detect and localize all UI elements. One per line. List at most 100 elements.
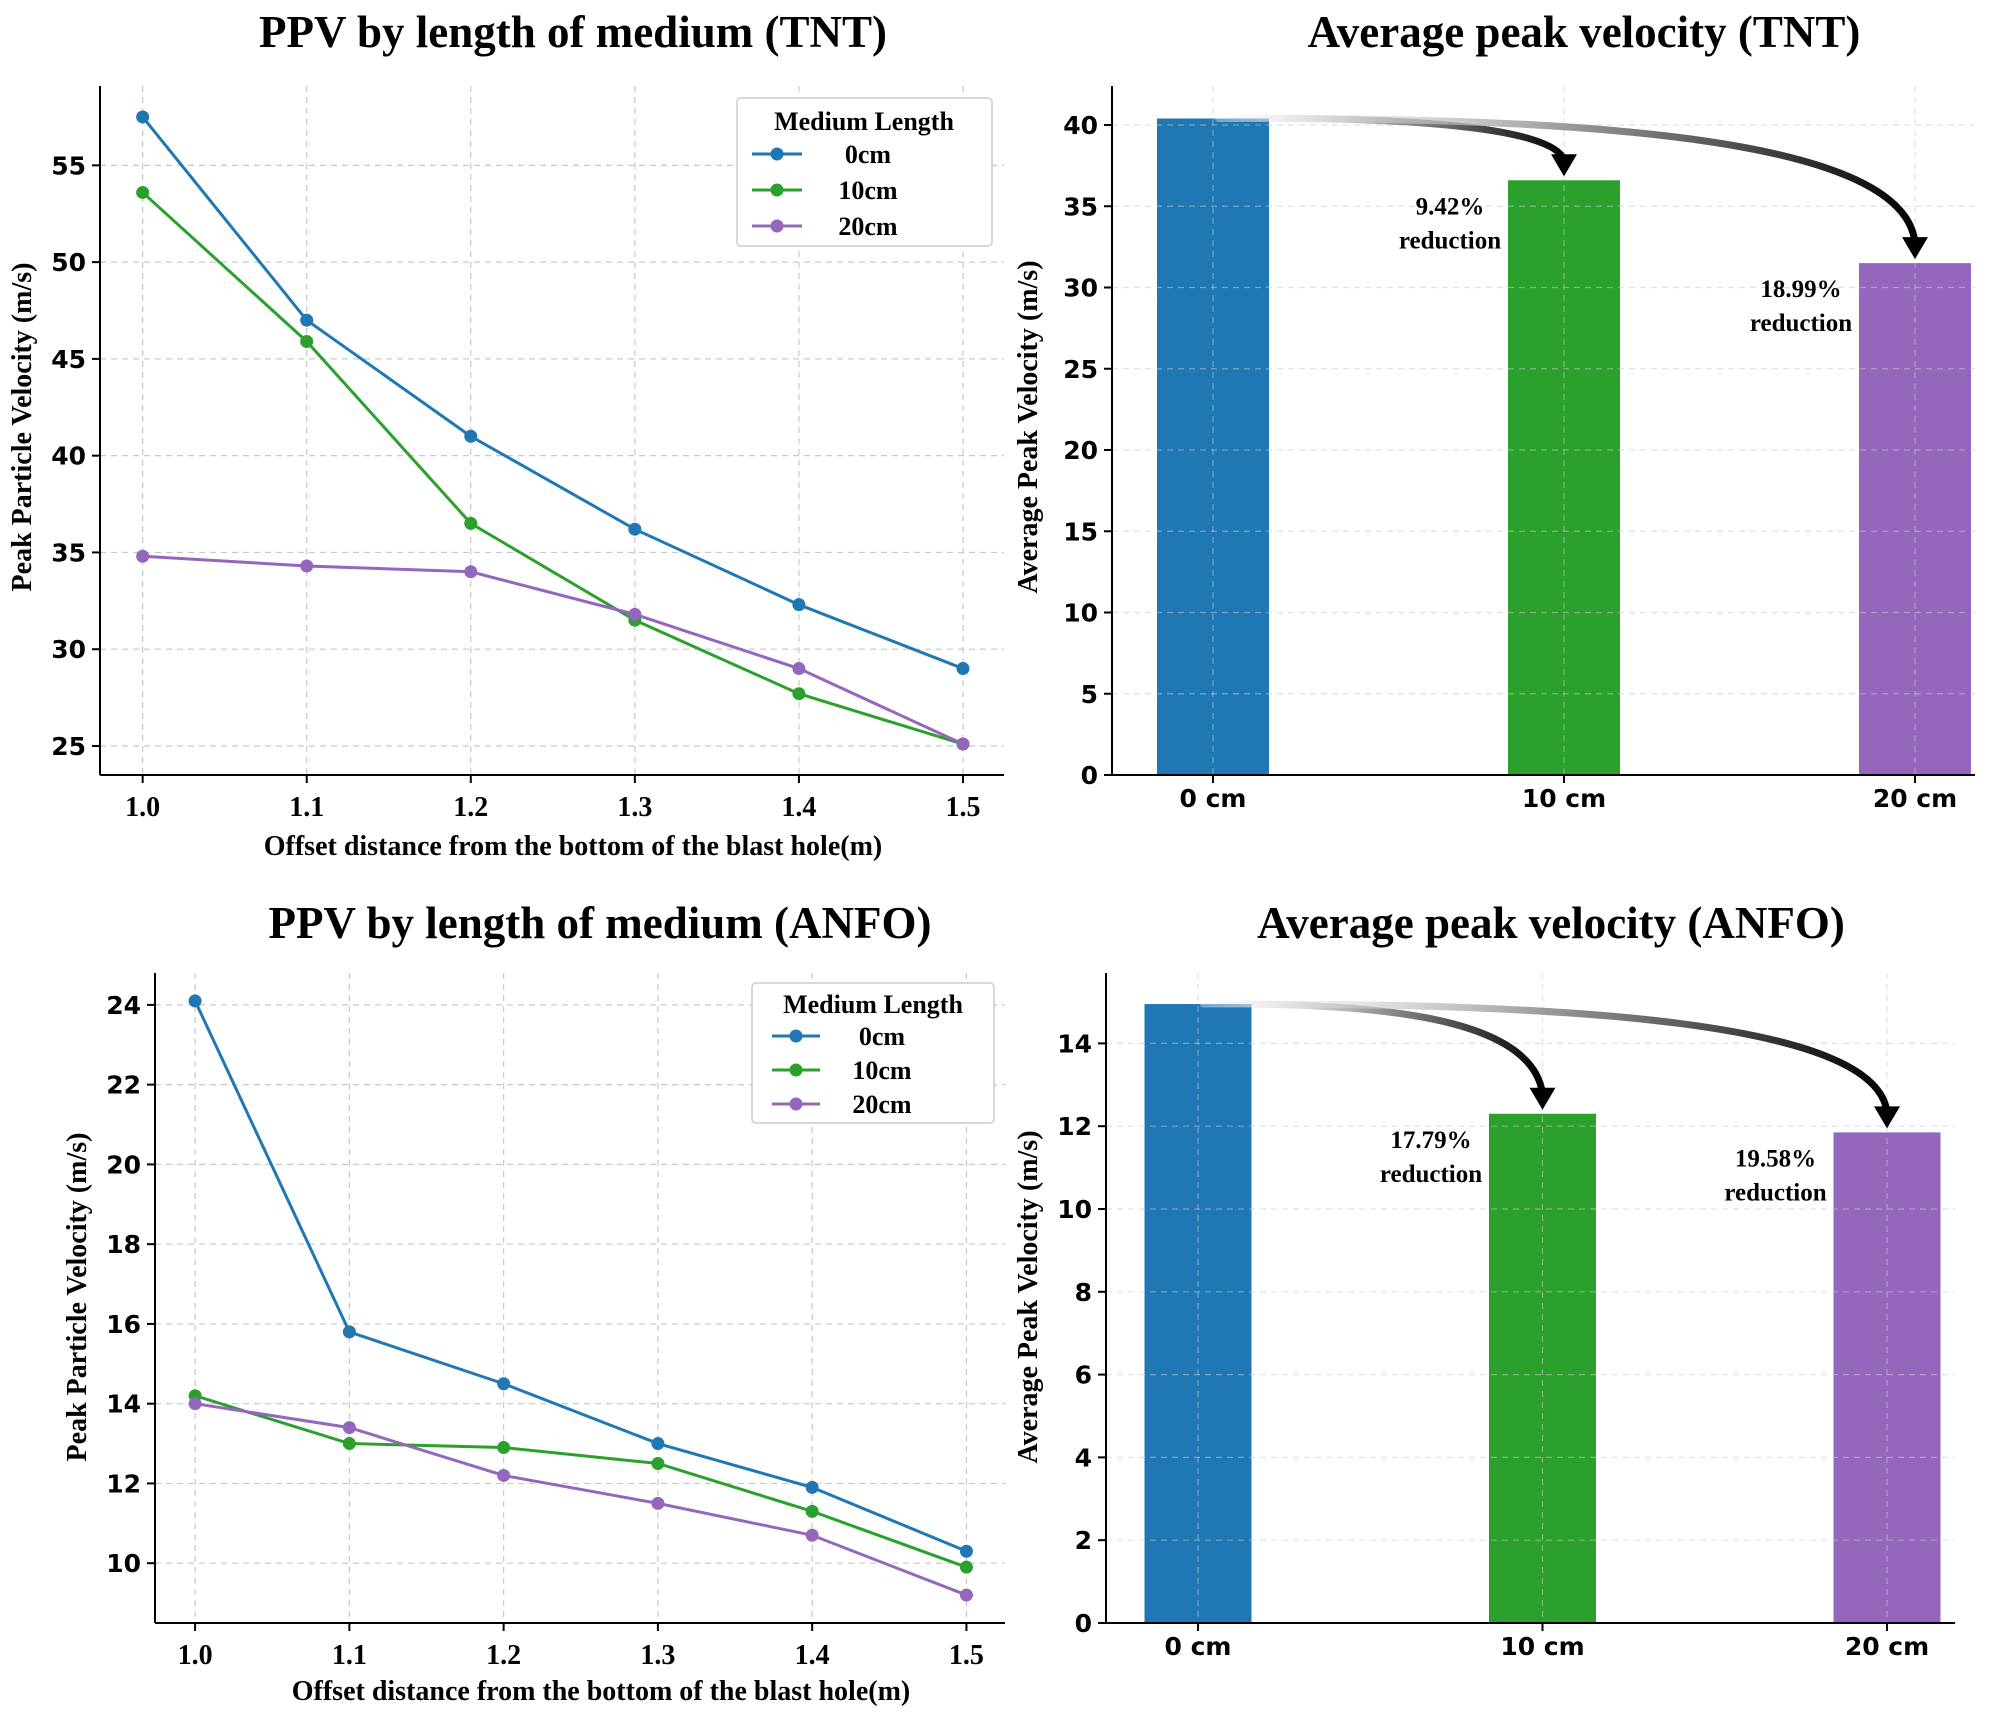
chart-title: Average peak velocity (ANFO) [1257,898,1845,948]
x-axis-label: Offset distance from the bottom of the b… [292,1676,911,1707]
data-point [956,662,970,676]
reduction-percent: 9.42% [1416,193,1485,220]
data-point [188,1397,202,1411]
data-point [342,1437,356,1451]
reduction-percent: 17.79% [1390,1127,1471,1154]
bar-20cm [1833,1132,1941,1623]
reduction-label: reduction [1724,1179,1826,1206]
arrowhead [1874,1106,1900,1129]
y-tick-label: 20 [106,1150,141,1179]
data-point [136,110,150,124]
x-tick-label: 1.2 [486,1640,521,1671]
data-point [959,1560,973,1574]
legend-swatch-marker [789,1063,803,1077]
anfo-line-chart: PPV by length of medium (ANFO) Offset di… [62,898,1005,1707]
chart-title: Average peak velocity (TNT) [1308,7,1861,57]
x-tick-label: 1.2 [453,792,488,823]
legend-title: Medium Length [783,990,963,1019]
x-tick-label: 1.3 [617,792,652,823]
data-point [300,334,314,348]
legend-label: 10cm [852,1056,912,1085]
legend-swatch-marker [789,1029,803,1043]
legend-label: 20cm [852,1090,912,1119]
data-point [959,1544,973,1558]
series-line-10cm [194,1394,967,1569]
chart-title: PPV by length of medium (ANFO) [269,898,932,948]
legend-label: 0cm [859,1022,906,1051]
y-tick-label: 24 [106,991,141,1020]
y-tick-label: 14 [1057,1029,1092,1058]
data-point [805,1504,819,1518]
data-point [956,737,970,751]
reduction-arrow [1199,1000,1891,1116]
tnt-line-chart: PPV by length of medium (TNT) Offset dis… [7,7,1004,862]
data-point [300,313,314,327]
y-tick-label: 30 [1063,274,1098,303]
y-tick-label: 16 [106,1310,141,1339]
y-tick-label: 22 [106,1071,141,1100]
x-tick-label: 1.3 [640,1640,675,1671]
arrowhead [1529,1087,1556,1110]
x-tick-label: 0 cm [1180,784,1247,813]
series-line-10cm [141,191,964,746]
y-axis-label: Average Peak Velocity (m/s) [1013,1130,1044,1463]
data-point [464,429,478,443]
y-tick-label: 55 [51,151,86,180]
x-tick-label: 10 cm [1500,1632,1584,1661]
data-point [497,1468,511,1482]
data-point [464,565,478,579]
data-point [497,1441,511,1455]
y-tick-label: 18 [106,1230,141,1259]
data-point [628,522,642,536]
chart-title: PPV by length of medium (TNT) [259,7,887,57]
y-tick-label: 2 [1075,1526,1092,1555]
anfo-bar-chart: Average peak velocity (ANFO) Average Pea… [1013,898,1955,1661]
x-tick-label: 20 cm [1873,784,1957,813]
legend-swatch-marker [770,147,784,161]
x-tick-label: 1.0 [178,1640,213,1671]
y-tick-label: 14 [106,1390,141,1419]
y-tick-label: 30 [51,635,86,664]
x-tick-label: 1.5 [945,792,980,823]
legend-label: 10cm [838,176,898,205]
x-tick-label: 1.4 [781,792,816,823]
y-tick-label: 15 [1063,517,1098,546]
y-tick-label: 4 [1075,1443,1092,1472]
data-point [792,662,806,676]
y-axis-label: Peak Particle Velocity (m/s) [62,1133,93,1462]
data-point [651,1496,665,1510]
y-tick-label: 25 [51,732,86,761]
y-tick-label: 25 [1063,355,1098,384]
reduction-label: reduction [1399,227,1501,254]
x-tick-label: 1.1 [289,792,324,823]
legend-frame [751,982,995,1124]
data-point [497,1377,511,1391]
reduction-arrow [1215,114,1919,247]
x-tick-label: 1.0 [125,792,160,823]
reduction-percent: 18.99% [1760,276,1841,303]
data-point [792,598,806,612]
y-axis-label: Peak Particle Velocity (m/s) [7,263,38,592]
data-point [464,516,478,530]
legend-swatch-marker [770,183,784,197]
data-point [188,994,202,1008]
x-tick-label: 20 cm [1845,1632,1929,1661]
tnt-bar-chart: Average peak velocity (TNT) Average Peak… [1013,7,1975,813]
y-tick-label: 6 [1075,1361,1092,1390]
legend: Medium Length 0cm 10cm 20cm [736,97,993,247]
y-tick-label: 12 [1057,1112,1092,1141]
data-point [792,687,806,701]
y-tick-label: 45 [51,345,86,374]
legend-label: 20cm [838,212,898,241]
legend-swatch-marker [789,1097,803,1111]
y-tick-label: 35 [51,538,86,567]
data-point [805,1528,819,1542]
arrowhead [1902,237,1928,260]
legend-swatch-marker [770,219,784,233]
legend-label: 0cm [845,140,892,169]
series-line-0cm [193,1000,968,1553]
bar-10cm [1508,180,1620,775]
y-tick-label: 0 [1081,761,1098,790]
legend-frame [736,97,993,247]
